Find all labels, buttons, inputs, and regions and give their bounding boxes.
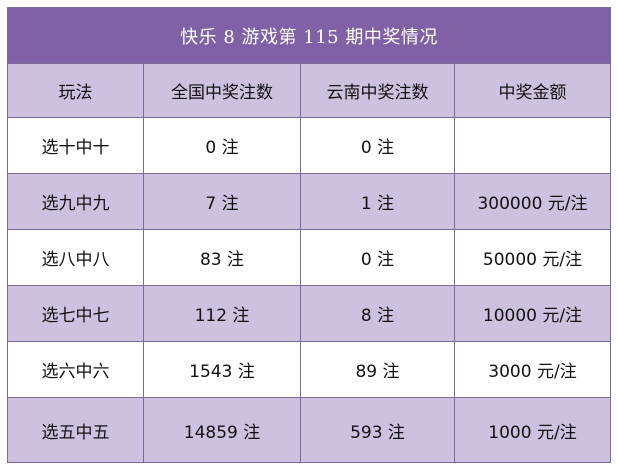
yunnan-count-cell: 1 注: [300, 173, 455, 230]
prize-table-container: 快乐 8 游戏第 115 期中奖情况 玩法 全国中奖注数 云南中奖注数 中奖金额…: [6, 7, 612, 463]
play-cell: 选八中八: [7, 229, 144, 286]
yunnan-count-cell: 89 注: [300, 341, 455, 398]
play-cell: 选十中十: [7, 117, 144, 174]
column-header-national: 全国中奖注数: [143, 63, 301, 118]
play-cell: 选六中六: [7, 341, 144, 398]
column-header-yunnan: 云南中奖注数: [300, 63, 455, 118]
column-header-amount: 中奖金额: [453, 63, 612, 118]
table-row: 选十中十 0 注 0 注: [7, 117, 612, 174]
amount-cell: 50000 元/注: [453, 229, 612, 286]
national-count-cell: 112 注: [143, 285, 301, 342]
table-row: 选六中六 1543 注 89 注 3000 元/注: [7, 341, 612, 398]
amount-cell: 3000 元/注: [453, 341, 612, 398]
yunnan-count-cell: 0 注: [300, 229, 455, 286]
yunnan-count-cell: 593 注: [300, 397, 455, 463]
table-row: 选八中八 83 注 0 注 50000 元/注: [7, 229, 612, 286]
national-count-cell: 1543 注: [143, 341, 301, 398]
amount-cell: 10000 元/注: [453, 285, 612, 342]
yunnan-count-cell: 0 注: [300, 117, 455, 174]
national-count-cell: 83 注: [143, 229, 301, 286]
header-row: 玩法 全国中奖注数 云南中奖注数 中奖金额: [7, 63, 612, 118]
yunnan-count-cell: 8 注: [300, 285, 455, 342]
play-cell: 选五中五: [7, 397, 144, 463]
national-count-cell: 0 注: [143, 117, 301, 174]
amount-cell: [453, 117, 612, 174]
table-row: 选九中九 7 注 1 注 300000 元/注: [7, 173, 612, 230]
table-row: 选七中七 112 注 8 注 10000 元/注: [7, 285, 612, 342]
column-header-play: 玩法: [7, 63, 144, 118]
amount-cell: 300000 元/注: [453, 173, 612, 230]
play-cell: 选九中九: [7, 173, 144, 230]
play-cell: 选七中七: [7, 285, 144, 342]
prize-table: 快乐 8 游戏第 115 期中奖情况 玩法 全国中奖注数 云南中奖注数 中奖金额…: [6, 7, 612, 463]
table-title: 快乐 8 游戏第 115 期中奖情况: [6, 7, 612, 64]
national-count-cell: 14859 注: [143, 397, 301, 463]
table-row: 选五中五 14859 注 593 注 1000 元/注: [7, 397, 612, 463]
national-count-cell: 7 注: [143, 173, 301, 230]
amount-cell: 1000 元/注: [453, 397, 612, 463]
title-row: 快乐 8 游戏第 115 期中奖情况: [6, 7, 612, 64]
